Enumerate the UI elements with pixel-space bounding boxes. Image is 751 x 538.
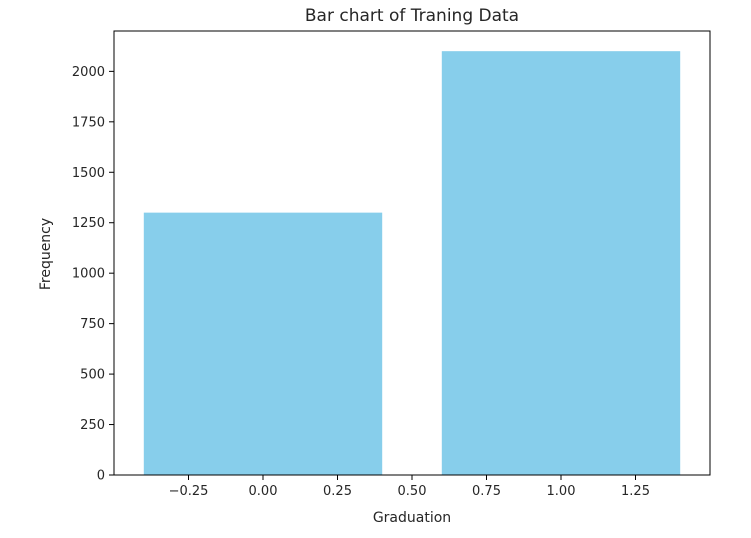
x-tick-label: 0.50 [398, 484, 427, 499]
chart-title: Bar chart of Traning Data [305, 6, 519, 26]
y-tick-label: 1250 [72, 216, 105, 231]
y-tick-label: 1750 [72, 115, 105, 130]
x-axis: −0.25 0.00 0.25 0.50 0.75 1.00 1.25 [169, 475, 650, 499]
bar-0 [143, 212, 383, 476]
y-tick-label: 750 [80, 317, 105, 332]
x-tick-label: 0.75 [472, 484, 501, 499]
y-axis-label: Frequency [38, 218, 54, 290]
x-tick-label: 1.00 [547, 484, 576, 499]
plot-frame [113, 30, 711, 476]
x-tick-label: 1.25 [621, 484, 650, 499]
y-axis: 0 250 500 750 1000 1250 1500 1750 2000 [72, 65, 114, 484]
y-tick-label: 500 [80, 368, 105, 383]
y-tick-label: 250 [80, 418, 105, 433]
y-tick-label: 1500 [72, 166, 105, 181]
bar-1 [441, 51, 681, 475]
bars-group [143, 51, 681, 476]
y-tick-label: 1000 [72, 267, 105, 282]
x-axis-label: Graduation [373, 510, 451, 526]
y-tick-label: 2000 [72, 65, 105, 80]
x-tick-label: −0.25 [169, 484, 209, 499]
x-tick-label: 0.00 [249, 484, 278, 499]
y-tick-label: 0 [97, 469, 105, 484]
x-tick-label: 0.25 [323, 484, 352, 499]
